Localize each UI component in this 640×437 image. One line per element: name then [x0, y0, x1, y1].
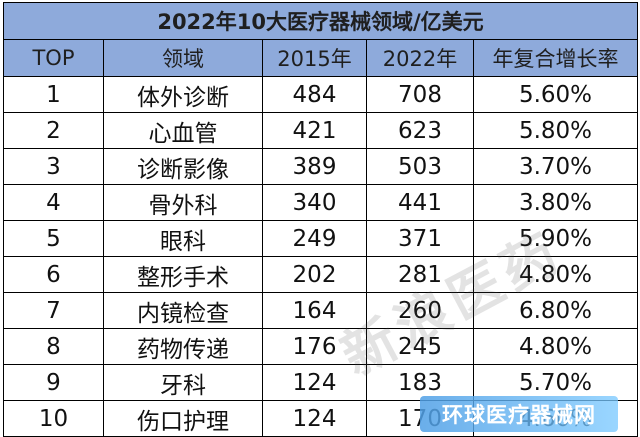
table-row: 4 骨外科 340 441 3.80%: [3, 184, 638, 221]
table-row: 5 眼科 249 371 5.90%: [3, 220, 638, 257]
cagr-cell: 3.70%: [473, 148, 638, 185]
value-2022-cell: 371: [366, 220, 474, 257]
table-body: 1 体外诊断 484 708 5.60% 2 心血管 421 623 5.80% 3 诊断影像 389 5…: [3, 76, 638, 437]
field-cell: 眼科: [103, 220, 263, 257]
value-2015-cell: 124: [262, 364, 367, 401]
rank-cell: 4: [3, 184, 104, 221]
column-header-top: TOP: [3, 39, 104, 77]
rank-cell: 2: [3, 112, 104, 149]
value-2022-cell: 260: [366, 292, 474, 329]
table-row: 7 内镜检查 164 260 6.80%: [3, 292, 638, 329]
value-2022-cell: 441: [366, 184, 474, 221]
data-table-container: 2022年10大医疗器械领域/亿美元 TOP 领域 2015年 2022年 年复…: [3, 2, 638, 437]
rank-cell: 8: [3, 328, 104, 365]
field-cell: 牙科: [103, 364, 263, 401]
value-2015-cell: 164: [262, 292, 367, 329]
cagr-cell: 4.60%: [473, 400, 638, 437]
value-2015-cell: 249: [262, 220, 367, 257]
value-2015-cell: 202: [262, 256, 367, 293]
field-cell: 体外诊断: [103, 76, 263, 113]
value-2022-cell: 183: [366, 364, 474, 401]
value-2015-cell: 389: [262, 148, 367, 185]
table-row: 1 体外诊断 484 708 5.60%: [3, 76, 638, 113]
cagr-cell: 6.80%: [473, 292, 638, 329]
rank-cell: 7: [3, 292, 104, 329]
table-row: 8 药物传递 176 245 4.80%: [3, 328, 638, 365]
cagr-cell: 5.80%: [473, 112, 638, 149]
field-cell: 伤口护理: [103, 400, 263, 437]
table-row: 9 牙科 124 183 5.70%: [3, 364, 638, 401]
value-2022-cell: 503: [366, 148, 474, 185]
field-cell: 心血管: [103, 112, 263, 149]
field-cell: 内镜检查: [103, 292, 263, 329]
column-header-2022: 2022年: [366, 39, 474, 77]
value-2022-cell: 623: [366, 112, 474, 149]
table-header-row: TOP 领域 2015年 2022年 年复合增长率: [3, 39, 638, 77]
field-cell: 诊断影像: [103, 148, 263, 185]
cagr-cell: 5.70%: [473, 364, 638, 401]
rank-cell: 9: [3, 364, 104, 401]
value-2015-cell: 340: [262, 184, 367, 221]
value-2022-cell: 170: [366, 400, 474, 437]
table-row: 6 整形手术 202 281 4.80%: [3, 256, 638, 293]
field-cell: 整形手术: [103, 256, 263, 293]
table-row: 2 心血管 421 623 5.80%: [3, 112, 638, 149]
field-cell: 药物传递: [103, 328, 263, 365]
table-row: 3 诊断影像 389 503 3.70%: [3, 148, 638, 185]
column-header-field: 领域: [103, 39, 263, 77]
column-header-cagr: 年复合增长率: [473, 39, 638, 77]
cagr-cell: 5.60%: [473, 76, 638, 113]
rank-cell: 5: [3, 220, 104, 257]
rank-cell: 3: [3, 148, 104, 185]
value-2015-cell: 421: [262, 112, 367, 149]
table-title-row: 2022年10大医疗器械领域/亿美元: [3, 2, 638, 40]
data-table: 2022年10大医疗器械领域/亿美元 TOP 领域 2015年 2022年 年复…: [3, 2, 638, 437]
cagr-cell: 4.80%: [473, 328, 638, 365]
table-title: 2022年10大医疗器械领域/亿美元: [3, 2, 638, 40]
value-2015-cell: 124: [262, 400, 367, 437]
cagr-cell: 3.80%: [473, 184, 638, 221]
value-2015-cell: 484: [262, 76, 367, 113]
cagr-cell: 4.80%: [473, 256, 638, 293]
value-2022-cell: 708: [366, 76, 474, 113]
value-2015-cell: 176: [262, 328, 367, 365]
column-header-2015: 2015年: [262, 39, 367, 77]
value-2022-cell: 281: [366, 256, 474, 293]
field-cell: 骨外科: [103, 184, 263, 221]
rank-cell: 10: [3, 400, 104, 437]
rank-cell: 6: [3, 256, 104, 293]
cagr-cell: 5.90%: [473, 220, 638, 257]
rank-cell: 1: [3, 76, 104, 113]
table-row: 10 伤口护理 124 170 4.60%: [3, 400, 638, 437]
value-2022-cell: 245: [366, 328, 474, 365]
